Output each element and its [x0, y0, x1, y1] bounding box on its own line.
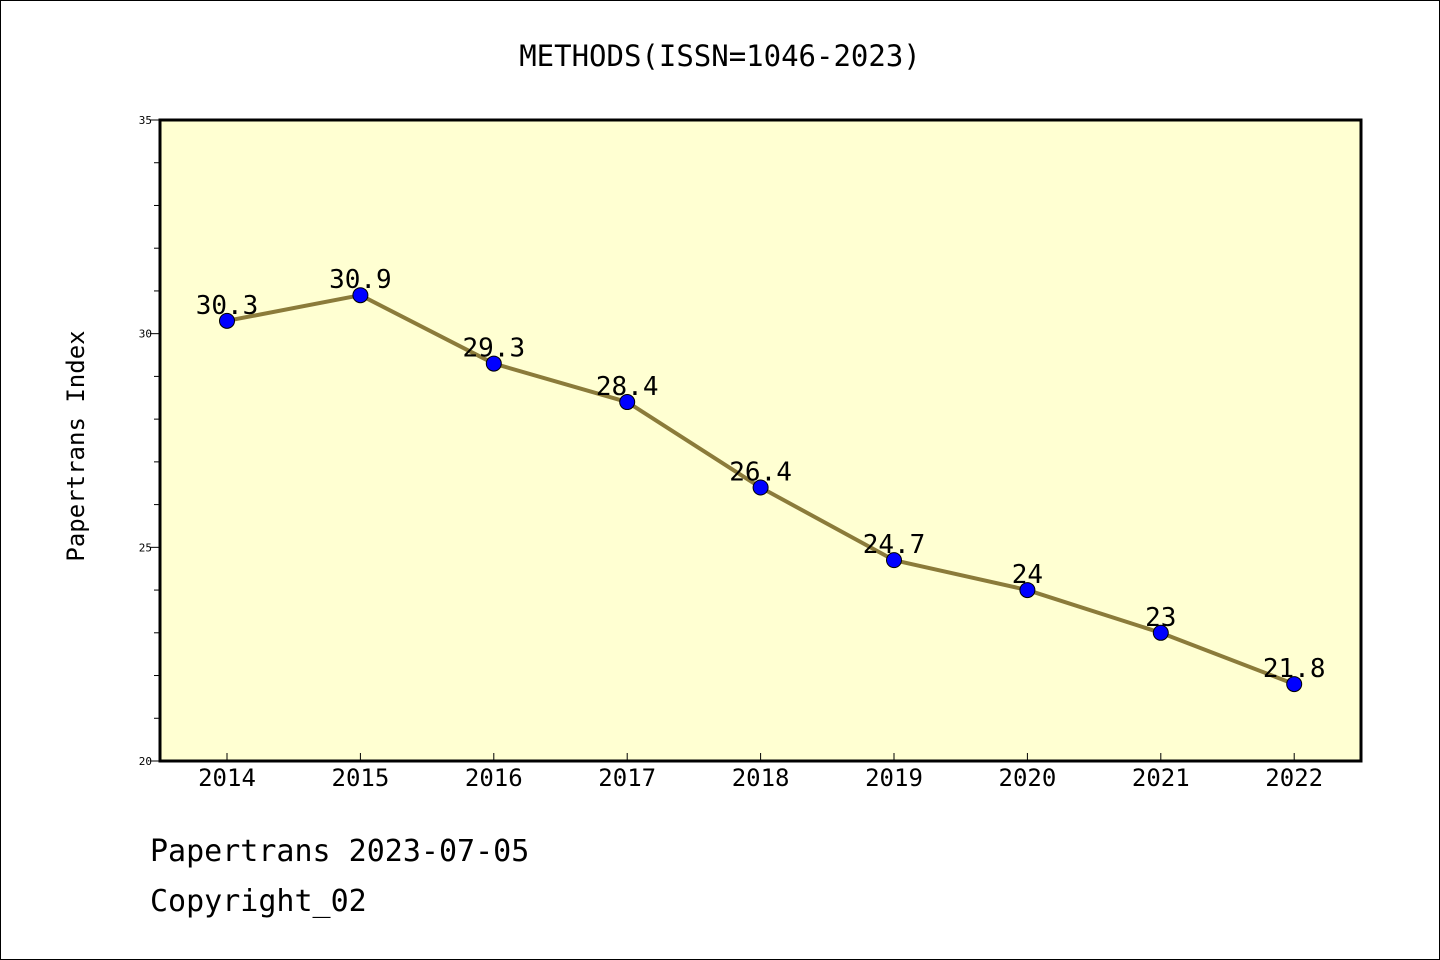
data-label: 30.9 [329, 265, 392, 295]
data-label: 24 [1012, 560, 1043, 590]
data-point [219, 312, 235, 329]
data-label: 21.8 [1263, 654, 1326, 684]
data-label: 23 [1145, 603, 1176, 633]
data-point [1152, 624, 1169, 641]
x-tick-label: 2015 [332, 764, 390, 792]
y-axis: 20 25 30 35 [139, 114, 160, 768]
data-labels: 30.3 30.9 29.3 28.4 26.4 24.7 24 23 21.8 [196, 265, 1326, 684]
data-point [886, 552, 902, 569]
y-tick-label: 35 [139, 114, 152, 127]
data-markers [219, 287, 1303, 693]
x-tick-label: 2017 [598, 764, 656, 792]
y-axis-label: Papertrans Index [62, 330, 90, 561]
y-tick-label: 20 [139, 755, 152, 768]
data-label: 24.7 [863, 530, 926, 560]
x-tick-label: 2020 [999, 764, 1057, 792]
x-tick-label: 2022 [1265, 764, 1323, 792]
x-axis: 2014 2015 2016 2017 2018 2019 2020 2021 2022 [198, 753, 1323, 792]
x-tick-label: 2018 [732, 764, 790, 792]
data-point [485, 355, 502, 372]
data-point [619, 394, 636, 411]
x-tick-label: 2016 [465, 764, 523, 792]
data-point [752, 479, 769, 496]
footer-copyright: Copyright_02 [150, 884, 367, 919]
data-point [1019, 582, 1036, 599]
x-tick-label: 2014 [198, 764, 256, 792]
data-label: 28.4 [596, 372, 659, 402]
footer-date: Papertrans 2023-07-05 [150, 834, 530, 869]
x-tick-label: 2019 [865, 764, 923, 792]
y-tick-label: 30 [139, 328, 152, 341]
plot-area [158, 118, 1363, 763]
data-point [352, 287, 369, 304]
data-point [1286, 676, 1303, 693]
data-label: 26.4 [729, 458, 792, 488]
y-tick-label: 25 [139, 541, 152, 554]
data-label: 30.3 [196, 291, 259, 321]
chart-title: METHODS(ISSN=1046-2023) [519, 39, 921, 73]
data-label: 29.3 [462, 334, 525, 364]
x-tick-label: 2021 [1132, 764, 1190, 792]
